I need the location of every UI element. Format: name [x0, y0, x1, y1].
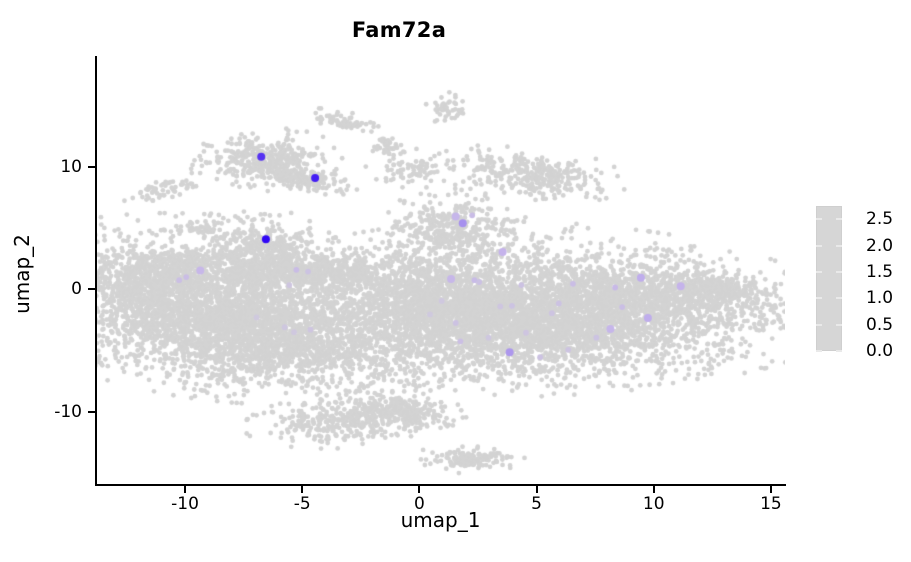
x-tick-label: -10 [171, 494, 199, 514]
x-tick-mark [769, 486, 772, 493]
colorbar-tick-mark [816, 270, 822, 273]
colorbar-tick-mark [816, 218, 822, 221]
x-axis-label: umap_1 [400, 508, 481, 532]
y-tick-mark [88, 166, 95, 169]
y-tick-label: 0 [71, 279, 82, 300]
colorbar-tick-mark [836, 350, 842, 352]
x-tick-mark [535, 486, 538, 493]
colorbar[interactable]: 2.5 2.0 1.5 1.0 0.5 0.0 [816, 206, 893, 361]
x-tick-mark [301, 486, 304, 493]
plot-title: Fam72a [0, 18, 911, 42]
x-tick-mark [184, 486, 187, 493]
colorbar-tick-label: 0.0 [866, 341, 894, 361]
colorbar-tick-label: 2.5 [866, 209, 894, 230]
x-tick-mark [652, 486, 655, 493]
plot-title-text: Fam72a [351, 18, 447, 42]
x-tick-label: 5 [531, 494, 542, 514]
y-axis-label: umap_2 [9, 234, 34, 314]
x-tick-label: 10 [642, 494, 665, 514]
y-tick-label: 10 [60, 157, 82, 178]
colorbar-tick-label: 2.0 [866, 235, 894, 256]
colorbar-tick-mark [816, 323, 822, 326]
colorbar-tick-mark [816, 350, 822, 352]
colorbar-gradient [816, 206, 842, 351]
colorbar-tick-label: 1.5 [866, 261, 894, 282]
colorbar-tick-mark [836, 297, 842, 300]
scatter-plot-area[interactable] [96, 57, 785, 485]
y-axis-spine [95, 56, 97, 486]
colorbar-tick-mark [836, 218, 842, 221]
colorbar-tick-mark [836, 270, 842, 273]
colorbar-tick-label: 0.5 [866, 314, 894, 335]
x-tick-label: 15 [760, 494, 782, 514]
y-tick-label: -10 [54, 401, 82, 422]
colorbar-tick-mark [816, 244, 822, 247]
x-tick-label: 0 [413, 494, 425, 514]
y-tick-mark [88, 288, 95, 291]
colorbar-tick-mark [816, 297, 822, 300]
colorbar-tick-label: 1.0 [866, 288, 894, 309]
y-tick-mark [88, 410, 95, 413]
colorbar-tick-mark [836, 244, 842, 247]
colorbar-tick-mark [836, 323, 842, 326]
x-tick-mark [418, 486, 421, 493]
x-tick-label: -5 [293, 494, 311, 514]
x-axis-spine [95, 484, 786, 486]
